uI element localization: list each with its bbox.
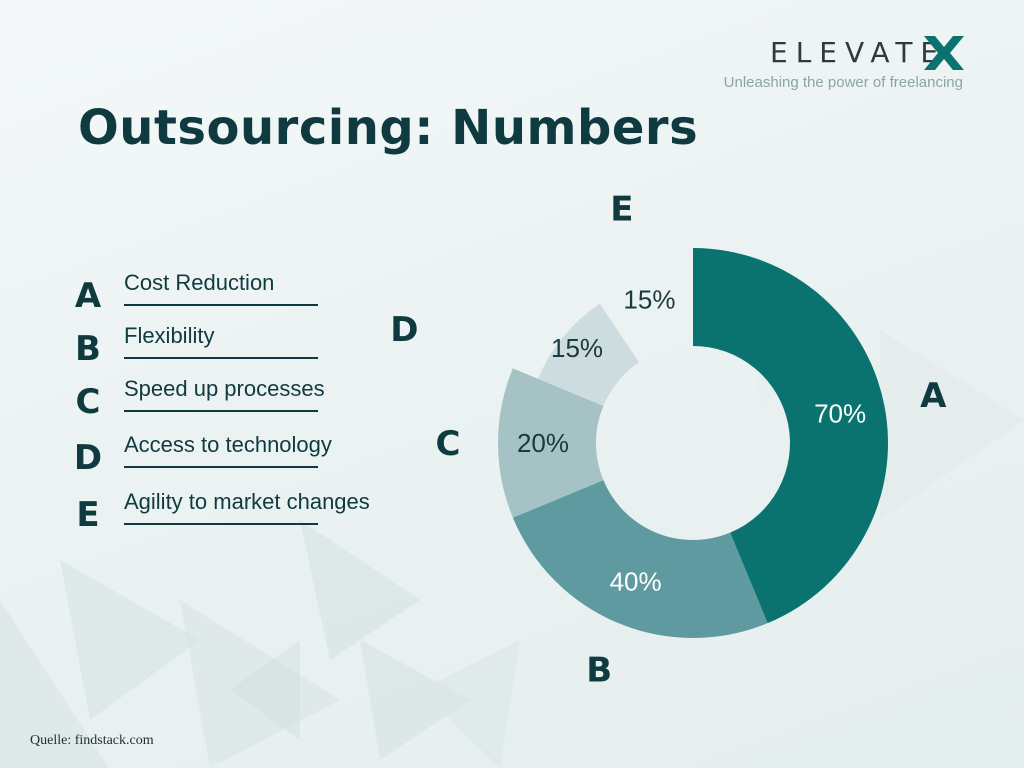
donut-slice-c	[498, 368, 604, 518]
slice-category-label: E	[610, 190, 633, 230]
donut-slice-a	[693, 248, 888, 624]
slice-category-label: C	[436, 424, 461, 464]
legend-label: Flexibility	[124, 323, 215, 348]
slice-value-label: 15%	[551, 333, 603, 363]
legend-underline	[124, 466, 318, 468]
source-note: Quelle: findstack.com	[30, 733, 154, 748]
slice-value-label: 40%	[610, 567, 662, 597]
legend-letter: D	[73, 438, 103, 478]
page-title: Outsourcing: Numbers	[78, 100, 699, 156]
brand-tagline: Unleashing the power of freelancing	[723, 74, 963, 91]
brand-x-logo-icon	[924, 36, 964, 70]
slice-value-label: 15%	[623, 284, 675, 314]
legend-letter: E	[76, 495, 100, 535]
legend-label: Speed up processes	[124, 376, 325, 401]
legend-label: Agility to market changes	[124, 489, 370, 514]
legend-item: A Cost Reduction	[70, 270, 410, 318]
legend-letter: B	[75, 329, 101, 369]
legend-letter: A	[74, 276, 102, 316]
legend-underline	[124, 304, 318, 306]
donut-slice-d	[538, 303, 640, 406]
legend-item: B Flexibility	[70, 323, 410, 371]
legend-label: Cost Reduction	[124, 270, 275, 295]
slice-value-label: 70%	[814, 399, 866, 429]
legend-item: D Access to technology	[70, 432, 410, 480]
slice-category-label: B	[586, 650, 612, 690]
legend-letter: C	[75, 382, 101, 422]
legend-underline	[124, 357, 318, 359]
legend-item: E Agility to market changes	[70, 489, 410, 537]
legend-underline	[124, 523, 318, 525]
brand-logo-wordmark: ELEVATE	[770, 36, 947, 69]
slice-category-label: A	[920, 376, 947, 416]
legend-item: C Speed up processes	[70, 376, 410, 424]
legend-underline	[124, 410, 318, 412]
slice-category-label: D	[390, 310, 418, 350]
legend-label: Access to technology	[124, 432, 332, 457]
slice-value-label: 20%	[517, 428, 569, 458]
donut-slice-b	[512, 480, 768, 638]
